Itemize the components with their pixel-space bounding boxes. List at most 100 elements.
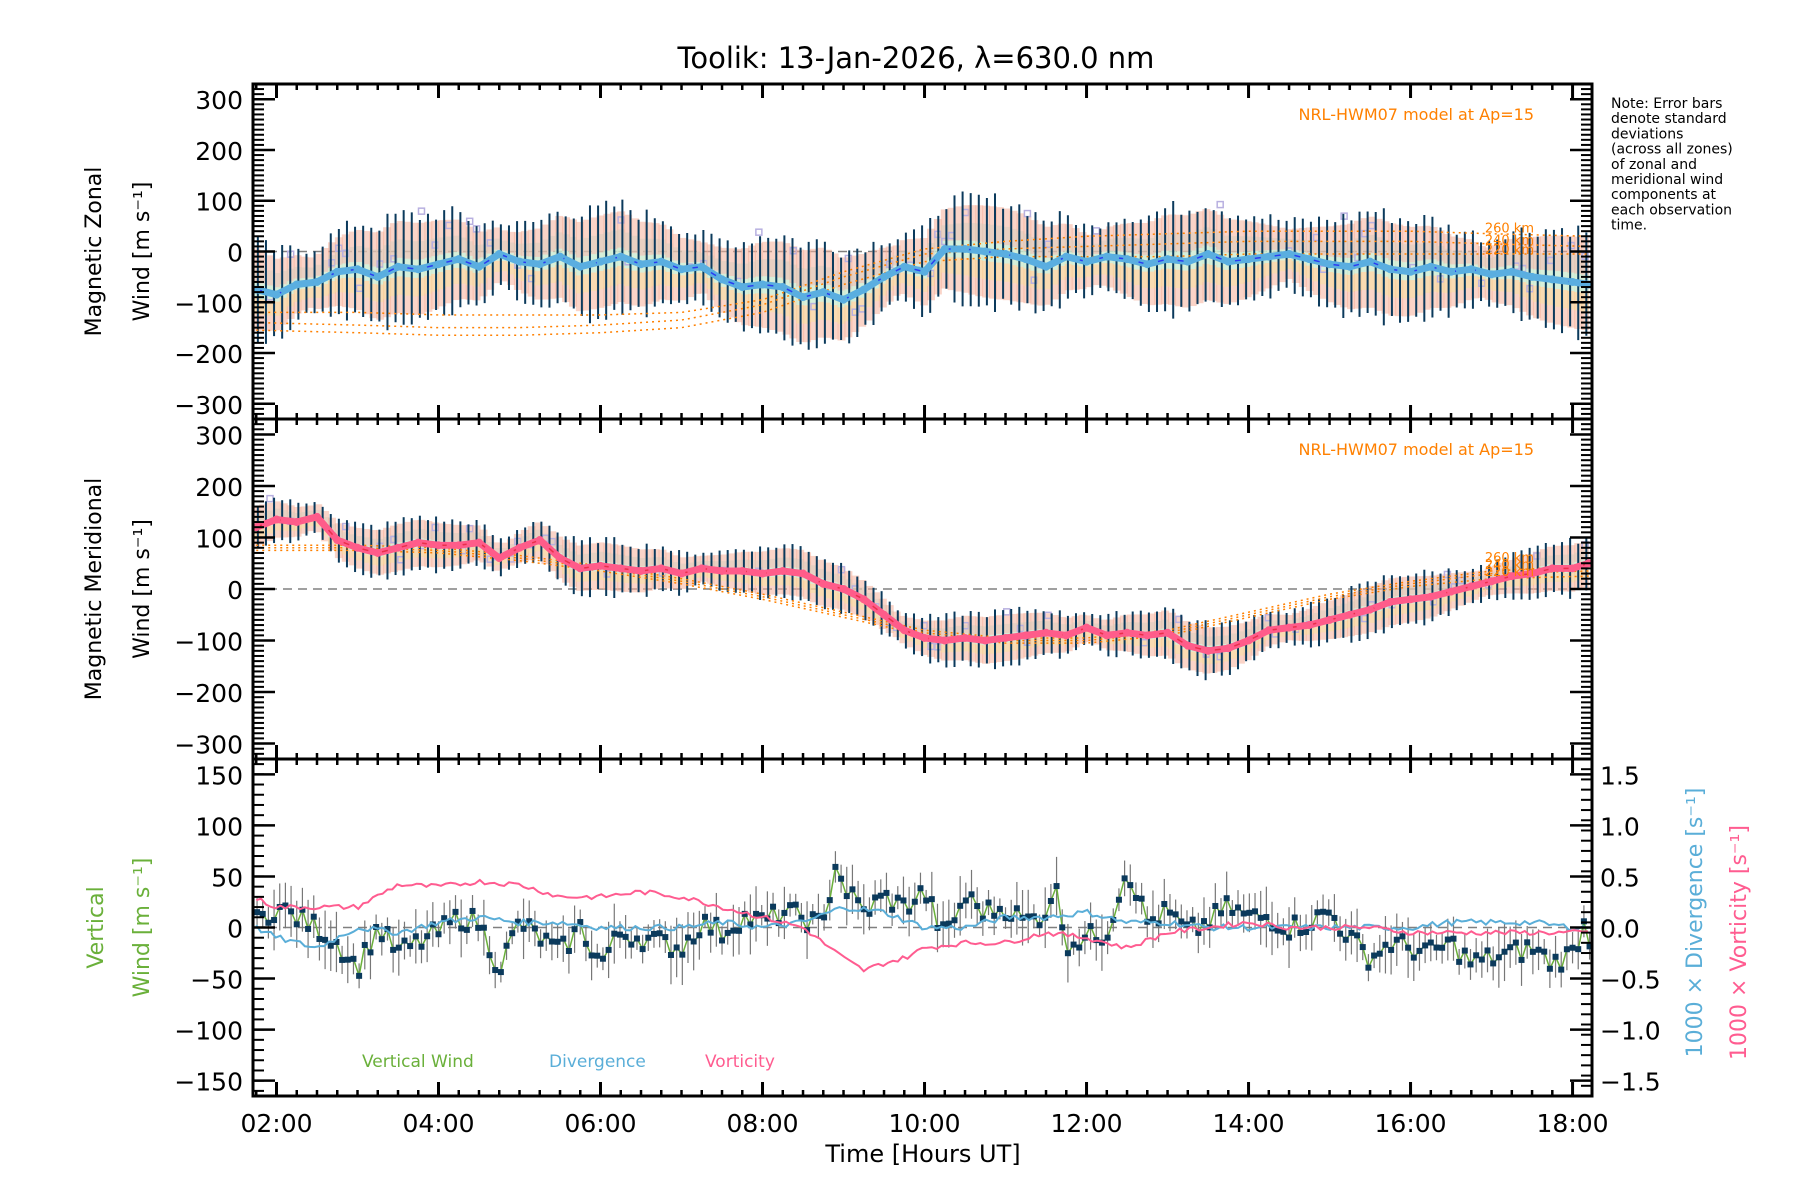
vertical-wind-point (1172, 911, 1179, 918)
mean-wind-point (1285, 623, 1294, 632)
zone-sample (1078, 614, 1087, 627)
vorticity-axis-label: 1000 × Vorticity [s⁻¹] (1727, 825, 1752, 1060)
x-tick-label: 12:00 (1051, 1109, 1123, 1138)
vertical-wind-point (866, 910, 873, 917)
zone-sample (307, 257, 316, 278)
zone-sample (858, 254, 867, 284)
zone-sample (775, 241, 784, 278)
zone-sample (947, 618, 956, 636)
vertical-wind-point (1484, 947, 1491, 954)
vertical-wind-point (509, 930, 516, 937)
zone-sample (913, 238, 922, 264)
zone-sample (1415, 226, 1424, 261)
vertical-wind-point (1127, 882, 1134, 889)
zone-sample (720, 554, 729, 568)
mean-wind-point (475, 262, 484, 271)
mean-wind-point (1528, 272, 1537, 281)
zone-sample (1140, 614, 1149, 631)
zone-sample (1367, 216, 1376, 254)
zone-sample (451, 524, 460, 542)
mean-wind-point (515, 257, 524, 266)
zone-sample (410, 548, 419, 567)
mean-wind-point (353, 265, 362, 274)
mean-wind-point (1447, 267, 1456, 276)
vertical-wind-point (282, 902, 289, 909)
zone-sample (396, 551, 405, 571)
vertical-wind-point (1439, 944, 1446, 951)
vertical-wind-point (344, 956, 351, 963)
zone-sample (1491, 565, 1500, 578)
zone-sample (355, 229, 364, 263)
mean-wind-point (616, 564, 625, 573)
vertical-wind-point (373, 924, 380, 931)
vertical-wind-point (1563, 946, 1570, 953)
vertical-wind-point (407, 943, 414, 950)
zone-sample (988, 616, 997, 635)
zone-sample (816, 247, 825, 284)
zone-sample (1429, 259, 1438, 292)
vertical-wind-point (288, 908, 295, 915)
zone-sample (253, 248, 261, 282)
zone-sample (1174, 251, 1183, 289)
vertical-wind-point (543, 932, 550, 939)
vertical-wind-point (1518, 956, 1525, 963)
zone-sample (307, 505, 316, 516)
zone-sample (1312, 240, 1321, 268)
vertical-wind-point (855, 897, 862, 904)
zone-sample (1553, 545, 1562, 564)
zone-sample (410, 222, 419, 260)
zone-sample (348, 231, 357, 263)
zone-sample (1505, 239, 1514, 266)
mean-wind-point (859, 285, 868, 294)
mean-wind-point (1183, 641, 1192, 650)
zone-sample (727, 560, 736, 575)
zone-sample (327, 242, 336, 269)
y-tick-label: 300 (195, 86, 243, 115)
mean-wind-point (1042, 628, 1051, 637)
zone-sample (1450, 236, 1459, 265)
vertical-wind-point (1371, 952, 1378, 959)
zone-sample (500, 240, 509, 261)
vertical-wind-point (679, 951, 686, 958)
vertical-wind-point (753, 910, 760, 917)
mean-wind-point (1548, 275, 1557, 284)
zone-sample (1016, 613, 1025, 632)
zone-sample (617, 573, 626, 592)
zone-sample (1305, 227, 1314, 253)
zone-sample (493, 542, 502, 554)
mean-wind-point (1102, 252, 1111, 261)
mean-wind-point (637, 566, 646, 575)
vertical-wind-point (1507, 944, 1514, 951)
vertical-wind-point (1376, 950, 1383, 957)
vertical-wind-point (809, 911, 816, 918)
vertical-wind-point (1200, 918, 1207, 925)
zone-sample (1264, 224, 1273, 251)
mean-wind-point (393, 543, 402, 552)
mean-wind-point (1467, 265, 1476, 274)
zone-sample (1133, 222, 1142, 254)
vertical-wind-point (1195, 929, 1202, 936)
vertical-wind-point (299, 906, 306, 913)
vertical-wind-point (730, 927, 737, 934)
zone-sample (465, 226, 474, 256)
vertical-wind-point (1478, 956, 1485, 963)
zone-sample (1326, 226, 1335, 257)
plot-area (253, 191, 1592, 350)
zone-sample (506, 231, 515, 254)
mean-wind-point (1366, 605, 1375, 614)
zone-sample (823, 571, 832, 590)
zone-sample (1408, 594, 1417, 613)
zone-sample (1491, 245, 1500, 269)
mean-wind-point (1487, 577, 1496, 586)
zone-sample (1133, 238, 1142, 270)
vertical-wind-point (1286, 934, 1293, 941)
vertical-wind-point (503, 942, 510, 949)
y-tick-label: 150 (195, 761, 243, 790)
mean-wind-point (819, 579, 828, 588)
vertical-wind-point (849, 886, 856, 893)
vertical-wind-point (826, 897, 833, 904)
zone-sample (582, 544, 591, 563)
zone-sample (637, 221, 646, 256)
mean-wind-point (1244, 636, 1253, 645)
